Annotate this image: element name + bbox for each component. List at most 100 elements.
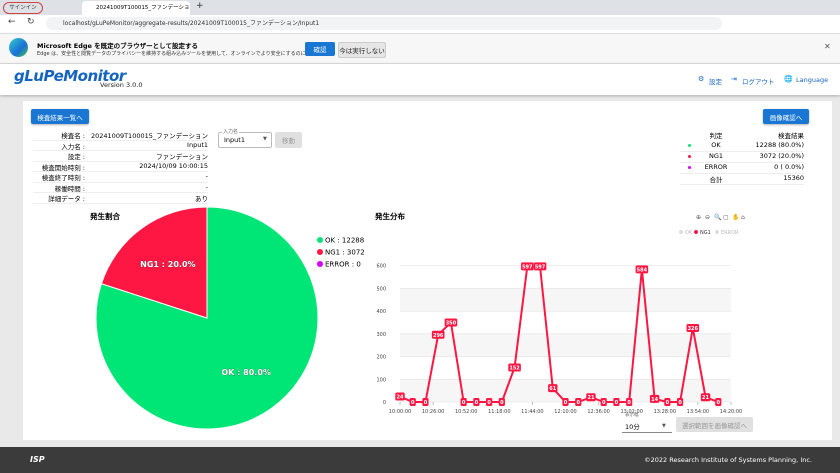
data-label: 21	[587, 395, 594, 401]
x-tick-label: 12:10:00	[554, 409, 576, 415]
refresh[interactable]: ↻	[27, 17, 35, 27]
data-label-box	[635, 265, 649, 274]
x-tick-label: 13:28:00	[654, 409, 676, 415]
x-tick-label: 14:20:00	[720, 409, 742, 415]
data-label: 0	[678, 400, 682, 406]
info-value: 20241009T100015_ファンデーション	[91, 132, 208, 140]
select-label: 入力名	[222, 128, 240, 135]
row-divider	[33, 181, 208, 183]
data-label: 0	[462, 400, 466, 406]
data-label-box	[664, 398, 671, 406]
data-label-box	[600, 398, 607, 406]
chart-tool[interactable]: ▢	[723, 214, 729, 221]
row-divider	[33, 139, 208, 141]
copyright: ©2022 Research Institute of Systems Plan…	[644, 456, 812, 464]
confirm-button[interactable]: 確認	[305, 42, 335, 56]
legend-label: ERROR	[721, 230, 739, 236]
data-label-box	[533, 262, 547, 271]
row-divider	[33, 192, 208, 193]
info-value: あり	[195, 195, 208, 203]
new-tab[interactable]: +	[196, 1, 204, 11]
data-label: 0	[411, 400, 415, 406]
back[interactable]: ←	[8, 17, 16, 27]
chart-tool[interactable]: 🔍	[714, 213, 722, 221]
footer-logo: ISP	[30, 455, 45, 464]
slice-label: NG1 : 20.0%	[140, 260, 195, 269]
width-arrow: ▼	[662, 423, 666, 429]
result-value: 15360	[783, 174, 804, 182]
data-label-box	[613, 398, 620, 406]
data-label-box	[473, 398, 480, 406]
tab[interactable]: 20241009T100015_ファンデーション	[82, 1, 190, 15]
y-tick-label: 500	[376, 286, 386, 292]
data-label-box	[409, 398, 416, 406]
row-divider	[680, 172, 804, 174]
info-value: -	[205, 182, 208, 191]
chart-tool[interactable]: ⌂	[741, 214, 745, 221]
tab-bar	[0, 0, 840, 15]
info-key: 検査終了時刻 :	[41, 174, 85, 182]
data-label: 0	[666, 400, 670, 406]
data-label-box	[431, 330, 445, 339]
data-label-box	[498, 398, 505, 406]
edge-logo	[9, 38, 28, 57]
close-banner[interactable]: ✕	[824, 42, 831, 51]
language-link[interactable]: Language	[796, 76, 829, 84]
chart-tool[interactable]: ✋	[732, 213, 739, 221]
settings-link[interactable]: 設定	[709, 78, 722, 86]
legend-dot	[715, 230, 719, 234]
x-tick-label: 12:36:00	[587, 409, 609, 415]
legend-label: ERROR : 0	[325, 261, 361, 269]
chart-tool[interactable]: ⊕	[696, 214, 701, 221]
chart-tool[interactable]: ⊖	[705, 214, 710, 221]
signin-button[interactable]: サインイン	[3, 2, 43, 14]
settings-icon[interactable]: ⚙	[698, 75, 705, 83]
app-header	[0, 64, 840, 95]
select-arrow: ▼	[263, 136, 267, 142]
data-label: 296	[433, 333, 444, 339]
info-key: 入力名 :	[61, 142, 85, 151]
data-label: 0	[424, 400, 428, 406]
y-tick-label: 200	[376, 355, 386, 361]
y-tick-label: 400	[376, 309, 386, 315]
results-header: 検査結果	[778, 132, 804, 140]
legend-dot	[317, 249, 323, 255]
logo: gLuPeMonitor	[14, 67, 126, 85]
data-label: 61	[549, 386, 556, 392]
logout-icon[interactable]: ⇥	[731, 75, 737, 83]
move-button[interactable]: 移動	[275, 132, 302, 148]
logout-link[interactable]: ログアウト	[742, 78, 775, 86]
input-select[interactable]: Input1	[218, 132, 272, 148]
result-name: NG1	[708, 152, 724, 160]
results-header: 判定	[709, 132, 723, 140]
data-label-box	[521, 262, 534, 271]
data-label: 0	[564, 400, 568, 406]
x-tick-label: 10:00:00	[389, 409, 411, 415]
data-label: 152	[509, 365, 520, 371]
banner-text: Edge は、安全性と閲覧データのプライバシーを維持する組み込みツールを使用して…	[37, 51, 331, 57]
language-icon[interactable]: 🌐	[784, 75, 793, 83]
data-label-box	[715, 398, 722, 406]
legend-dot	[317, 261, 323, 267]
data-label-box	[700, 393, 711, 402]
back-button[interactable]: 検査結果一覧へ	[31, 109, 89, 124]
y-tick-label: 300	[376, 332, 386, 338]
info-key: 検査名 :	[61, 132, 85, 140]
data-label: 597	[535, 264, 546, 270]
address-box[interactable]	[46, 17, 722, 30]
x-tick-label: 13:54:00	[687, 409, 709, 415]
width-select[interactable]	[622, 416, 672, 433]
dismiss-button[interactable]: 今は実行しない	[338, 42, 386, 58]
banner-title: Microsoft Edge を既定のブラウザーとして設定する	[37, 42, 198, 50]
images-button[interactable]: 画像確認へ	[763, 109, 809, 124]
data-label: 14	[651, 397, 658, 403]
info-key: 詳細データ :	[48, 195, 85, 203]
data-label-box	[486, 398, 493, 406]
result-name: 合計	[709, 176, 723, 184]
result-dot	[688, 154, 691, 158]
result-dot	[688, 165, 691, 169]
range-images-button[interactable]: 選択範囲を画像確認へ	[676, 417, 753, 432]
y-tick-label: 600	[376, 264, 386, 270]
width-value: 10分	[625, 423, 640, 431]
version: Version 3.0.0	[100, 81, 143, 89]
